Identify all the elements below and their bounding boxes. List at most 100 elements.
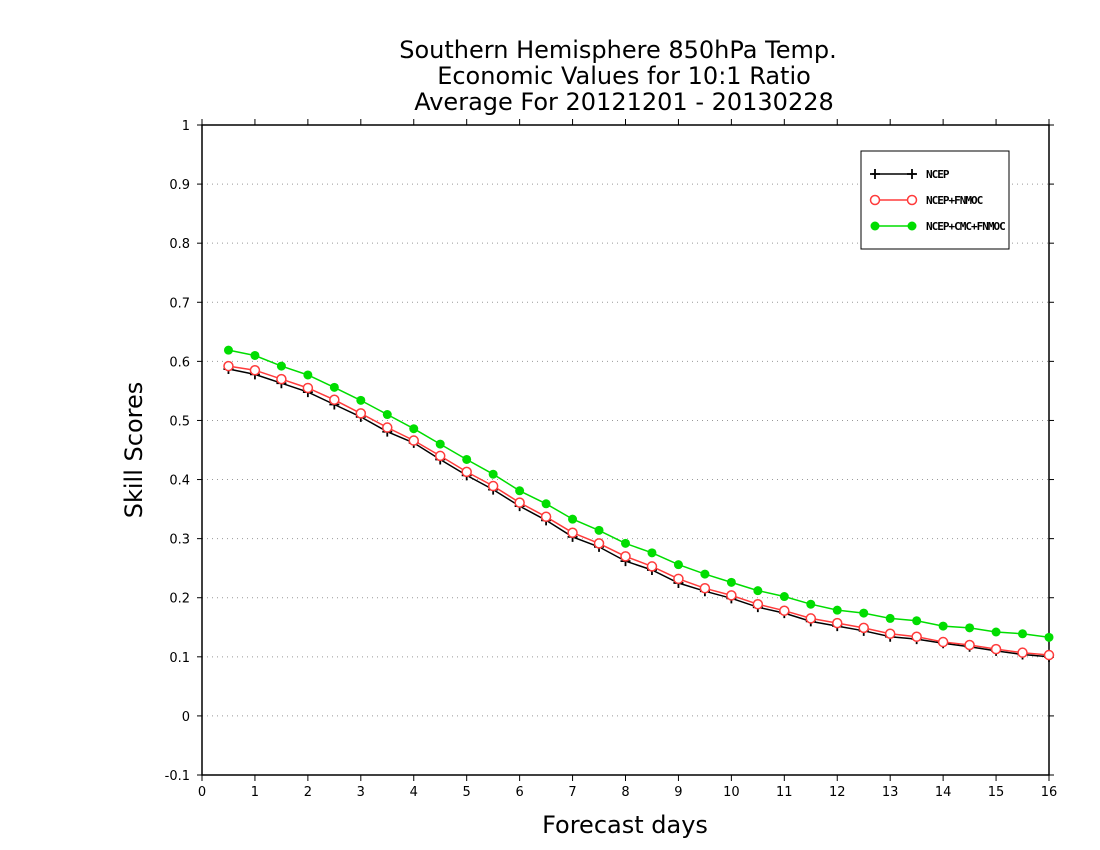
data-point bbox=[673, 573, 684, 585]
x-tick-label: 3 bbox=[357, 785, 365, 800]
data-point bbox=[726, 590, 737, 601]
data-point bbox=[329, 382, 339, 392]
x-tick-label: 10 bbox=[723, 785, 740, 800]
x-tick-label: 16 bbox=[1041, 785, 1058, 800]
data-point bbox=[869, 194, 881, 206]
data-point bbox=[907, 221, 917, 231]
data-point bbox=[594, 525, 604, 535]
x-tick-label: 6 bbox=[515, 785, 523, 800]
data-point bbox=[356, 395, 366, 405]
data-point bbox=[779, 592, 789, 602]
data-point bbox=[907, 169, 917, 179]
data-point bbox=[859, 608, 869, 618]
y-tick-label: -0.1 bbox=[165, 769, 190, 784]
x-tick-label: 8 bbox=[621, 785, 629, 800]
data-point bbox=[1043, 649, 1055, 661]
data-point bbox=[276, 361, 286, 371]
y-tick-label: 0.7 bbox=[169, 296, 190, 311]
y-tick-label: 0.1 bbox=[169, 651, 190, 666]
x-tick-label: 13 bbox=[882, 785, 899, 800]
data-point bbox=[885, 613, 895, 623]
data-point bbox=[567, 527, 578, 538]
data-point bbox=[700, 569, 710, 579]
y-tick-label: 0.9 bbox=[169, 178, 190, 193]
title-line-3: Average For 20121201 - 20130228 bbox=[414, 88, 834, 116]
series-line bbox=[228, 368, 1050, 658]
series-ncep bbox=[223, 364, 1054, 662]
x-tick-label: 1 bbox=[251, 785, 259, 800]
data-point bbox=[382, 422, 393, 433]
x-tick-label: 14 bbox=[935, 785, 952, 800]
data-point bbox=[937, 636, 949, 648]
y-tick-label: 0.5 bbox=[169, 414, 190, 429]
data-point bbox=[870, 169, 880, 179]
data-point bbox=[990, 643, 1002, 655]
y-tick-label: 0.4 bbox=[169, 474, 190, 489]
y-axis-title: Skill Scores bbox=[120, 382, 148, 519]
data-point bbox=[593, 538, 605, 549]
data-point bbox=[646, 561, 658, 572]
y-axis: -0.1 0 0.1 0.2 0.3 0.4 0.5 0.6 0.7 0.8 0.9 1 bbox=[165, 119, 1054, 784]
series-line bbox=[228, 349, 1050, 639]
data-point bbox=[965, 623, 975, 633]
y-tick-label: 1 bbox=[182, 119, 190, 134]
data-point bbox=[621, 538, 630, 548]
data-point bbox=[647, 548, 657, 558]
data-point bbox=[487, 480, 499, 492]
x-tick-label: 12 bbox=[829, 785, 846, 800]
legend-entry: NCEP+FNMOC bbox=[869, 194, 984, 207]
series-ncep-cmc-fnmoc bbox=[223, 345, 1054, 642]
data-point bbox=[1044, 632, 1054, 642]
y-tick-label: 0 bbox=[182, 710, 190, 725]
data-point bbox=[832, 605, 842, 615]
legend-label: NCEP bbox=[926, 168, 950, 181]
data-point bbox=[938, 621, 948, 631]
data-point bbox=[912, 616, 922, 626]
data-point bbox=[515, 486, 525, 496]
data-point bbox=[409, 424, 419, 434]
data-point bbox=[223, 360, 234, 372]
data-point bbox=[911, 631, 922, 642]
x-tick-label: 5 bbox=[463, 785, 471, 800]
data-point bbox=[906, 194, 918, 206]
data-point bbox=[329, 394, 340, 406]
data-point bbox=[540, 511, 552, 523]
grid bbox=[202, 183, 1049, 717]
y-tick-label: 0.2 bbox=[169, 592, 190, 607]
title-line-2: Economic Values for 10:1 Ratio bbox=[437, 62, 811, 90]
x-tick-label: 11 bbox=[776, 785, 793, 800]
x-tick-label: 4 bbox=[410, 785, 418, 800]
data-point bbox=[302, 382, 314, 394]
data-point bbox=[249, 364, 261, 376]
data-point bbox=[806, 599, 816, 609]
series-line bbox=[228, 365, 1050, 656]
data-point bbox=[276, 373, 287, 385]
data-point bbox=[355, 408, 367, 419]
data-point bbox=[858, 622, 869, 634]
data-point bbox=[964, 639, 975, 651]
legend-items: NCEP NCEP+FNMOC NCEP+CMC+FNMOC bbox=[869, 168, 1006, 233]
y-tick-label: 0.8 bbox=[169, 237, 190, 252]
data-point bbox=[434, 450, 446, 462]
data-point bbox=[870, 221, 880, 231]
data-point bbox=[462, 454, 472, 464]
x-axis: 0 1 2 3 4 5 6 7 8 9 10 11 12 13 14 15 16 bbox=[198, 119, 1057, 800]
data-point bbox=[541, 499, 551, 509]
data-point bbox=[382, 410, 392, 420]
data-point bbox=[1018, 629, 1028, 639]
legend-entry: NCEP+CMC+FNMOC bbox=[870, 220, 1006, 233]
data-point bbox=[884, 628, 896, 640]
data-point bbox=[991, 627, 1001, 637]
data-point bbox=[673, 560, 683, 570]
x-tick-label: 7 bbox=[568, 785, 576, 800]
x-tick-label: 15 bbox=[988, 785, 1005, 800]
data-point bbox=[250, 350, 260, 360]
data-point bbox=[223, 345, 233, 355]
legend-label: NCEP+FNMOC bbox=[926, 194, 983, 207]
x-tick-label: 2 bbox=[304, 785, 312, 800]
legend-label: NCEP+CMC+FNMOC bbox=[926, 220, 1005, 233]
legend: NCEP NCEP+FNMOC NCEP+CMC+FNMOC bbox=[860, 150, 1010, 250]
x-tick-label: 9 bbox=[674, 785, 682, 800]
data-point bbox=[303, 370, 313, 380]
data-point bbox=[435, 439, 445, 449]
